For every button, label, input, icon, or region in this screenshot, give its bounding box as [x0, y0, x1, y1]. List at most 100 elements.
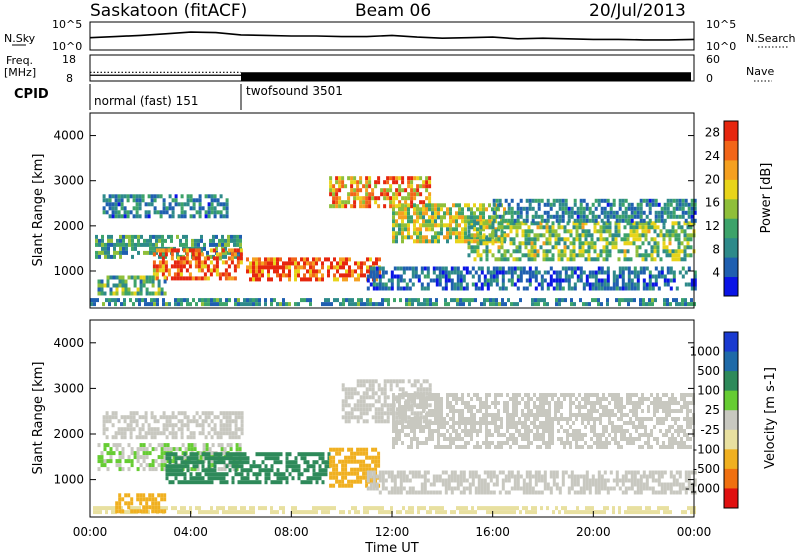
heatmap-cell: [687, 266, 691, 271]
heatmap-cell: [615, 478, 619, 483]
heatmap-cell: [288, 265, 291, 270]
heatmap-cell: [620, 409, 623, 413]
heatmap-cell: [630, 270, 634, 275]
heatmap-cell: [519, 198, 523, 203]
heatmap-cell: [467, 401, 470, 405]
heatmap-cell: [165, 456, 169, 461]
heatmap-cell: [252, 302, 255, 307]
heatmap-cell: [665, 249, 669, 254]
heatmap-cell: [288, 460, 292, 465]
heatmap-cell: [587, 245, 591, 250]
heatmap-cell: [374, 407, 378, 412]
heatmap-cell: [183, 415, 187, 420]
heatmap-cell: [174, 198, 178, 203]
heatmap-cell: [309, 277, 312, 282]
heatmap-cell: [404, 419, 408, 424]
heatmap-cell: [447, 274, 451, 279]
heatmap-cell: [100, 455, 104, 460]
heatmap-cell: [476, 245, 480, 250]
heatmap-cell: [593, 221, 597, 226]
heatmap-cell: [212, 268, 216, 273]
heatmap-cell: [540, 214, 544, 219]
heatmap-cell: [693, 278, 697, 283]
heatmap-cell: [503, 237, 507, 242]
heatmap-cell: [392, 379, 396, 384]
heatmap-cell: [507, 210, 511, 215]
heatmap-cell: [422, 405, 425, 409]
heatmap-cell: [611, 425, 614, 429]
heatmap-cell: [261, 452, 265, 457]
heatmap-cell: [470, 245, 474, 250]
heatmap-cell: [408, 490, 412, 495]
heatmap-cell: [635, 245, 639, 250]
heatmap-cell: [434, 211, 437, 216]
heatmap-cell: [548, 257, 552, 262]
heatmap-cell: [588, 302, 591, 307]
heatmap-cell: [118, 451, 122, 456]
heatmap-cell: [341, 180, 345, 185]
heatmap-cell: [134, 246, 137, 251]
heatmap-cell: [582, 206, 586, 211]
heatmap-cell: [570, 210, 574, 215]
heatmap-cell: [662, 405, 665, 409]
heatmap-cell: [527, 417, 530, 421]
heatmap-cell: [600, 282, 604, 287]
heatmap-cell: [404, 413, 407, 417]
heatmap-cell: [624, 198, 628, 203]
heatmap-cell: [686, 221, 690, 226]
heatmap-cell: [449, 227, 452, 232]
heatmap-cell: [404, 211, 407, 216]
heatmap-cell: [90, 302, 93, 307]
heatmap-cell: [479, 225, 483, 230]
heatmap-cell: [206, 268, 210, 273]
heatmap-cell: [209, 248, 213, 253]
heatmap-cell: [593, 257, 597, 262]
heatmap-cell: [276, 460, 280, 465]
heatmap-cell: [342, 277, 345, 282]
heatmap-cell: [401, 196, 405, 201]
heatmap-cell: [576, 214, 580, 219]
heatmap-cell: [464, 441, 467, 445]
heatmap-cell: [377, 407, 381, 412]
heatmap-cell: [168, 472, 172, 477]
heatmap-cell: [108, 298, 111, 303]
heatmap-cell: [620, 437, 623, 441]
heatmap-cell: [186, 415, 190, 420]
heatmap-cell: [576, 210, 580, 215]
heatmap-cell: [528, 486, 532, 491]
heatmap-cell: [422, 239, 425, 244]
heatmap-cell: [114, 214, 118, 219]
heatmap-cell: [425, 401, 428, 405]
heatmap-cell: [567, 214, 571, 219]
heatmap-cell: [636, 270, 640, 275]
heatmap-cell: [450, 470, 454, 475]
heatmap-cell: [459, 474, 463, 479]
heatmap-cell: [524, 433, 527, 437]
heatmap-cell: [671, 221, 675, 226]
heatmap-cell: [344, 459, 348, 464]
heatmap-cell: [665, 433, 668, 437]
heatmap-cell: [620, 425, 623, 429]
heatmap-cell: [362, 395, 366, 400]
heatmap-cell: [470, 219, 473, 224]
heatmap-cell: [396, 490, 400, 495]
heatmap-cell: [117, 431, 121, 436]
heatmap-cell: [151, 291, 155, 296]
heatmap-cell: [584, 405, 587, 409]
heatmap-cell: [329, 475, 333, 480]
heatmap-cell: [497, 433, 500, 437]
heatmap-cell: [378, 266, 382, 271]
heatmap-cell: [381, 470, 385, 475]
heatmap-cell: [144, 431, 148, 436]
heatmap-cell: [413, 417, 416, 421]
heatmap-cell: [237, 456, 241, 461]
heatmap-cell: [162, 202, 166, 207]
heatmap-cell: [669, 270, 673, 275]
heatmap-cell: [288, 257, 291, 262]
heatmap-cell: [413, 433, 416, 437]
heatmap-cell: [617, 405, 620, 409]
heatmap-cell: [564, 206, 568, 211]
heatmap-cell: [215, 268, 219, 273]
heatmap-cell: [599, 253, 603, 258]
heatmap-cell: [380, 419, 384, 424]
